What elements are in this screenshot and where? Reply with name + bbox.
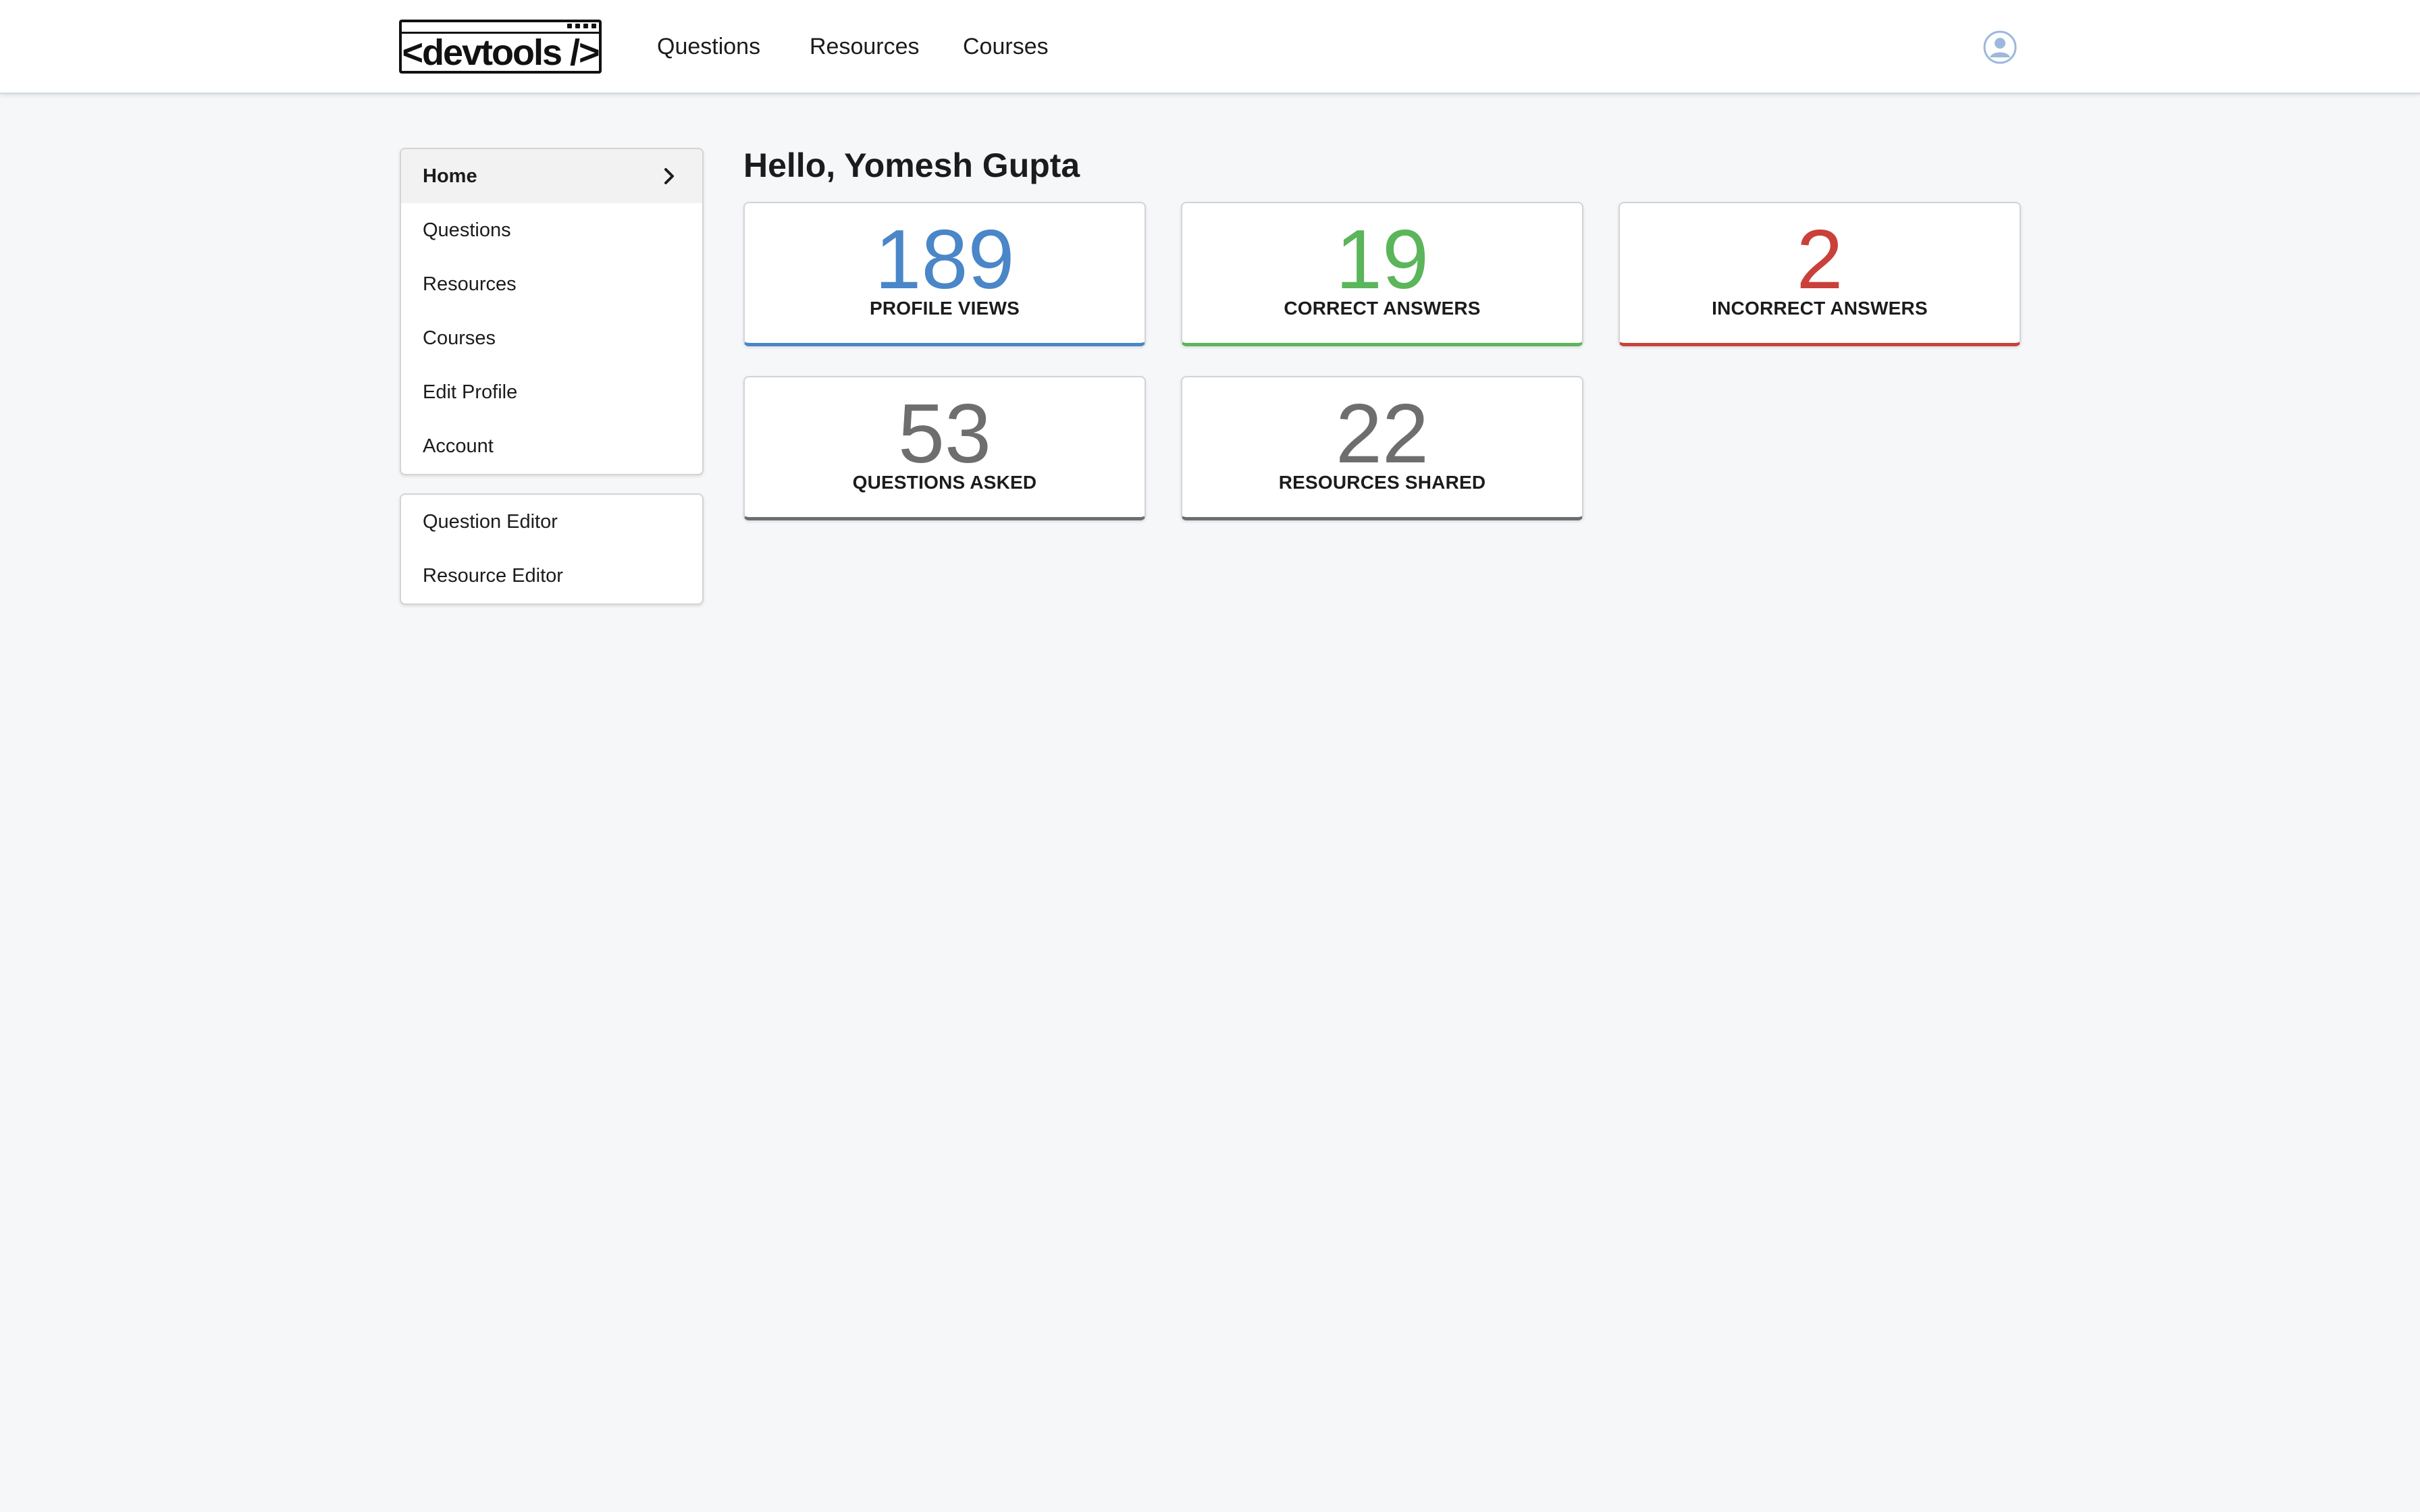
sidebar-item-label: Courses	[423, 327, 496, 349]
sidebar-item-question-editor[interactable]: Question Editor	[401, 495, 702, 549]
stat-label: INCORRECT ANSWERS	[1712, 298, 1928, 319]
sidebar-item-home[interactable]: Home	[401, 149, 702, 203]
stat-label: RESOURCES SHARED	[1278, 472, 1486, 493]
sidebar-item-courses[interactable]: Courses	[401, 311, 702, 365]
sidebar-item-questions[interactable]: Questions	[401, 203, 702, 257]
stat-value: 189	[874, 213, 1015, 306]
stat-card-resources-shared: 22 RESOURCES SHARED	[1181, 376, 1583, 520]
stat-value: 19	[1336, 213, 1429, 306]
stat-card-profile-views: 189 PROFILE VIEWS	[743, 202, 1146, 346]
stat-label: CORRECT ANSWERS	[1284, 298, 1481, 319]
logo-text: <devtools />	[402, 32, 600, 73]
stat-card-questions-asked: 53 QUESTIONS ASKED	[743, 376, 1146, 520]
page-greeting: Hello, Yomesh Gupta	[743, 146, 1080, 184]
sidebar-item-resource-editor[interactable]: Resource Editor	[401, 549, 702, 603]
sidebar-editor-menu: Question Editor Resource Editor	[400, 493, 704, 605]
nav-link-resources[interactable]: Resources	[810, 34, 920, 59]
nav-link-questions[interactable]: Questions	[657, 34, 761, 59]
stat-label: QUESTIONS ASKED	[852, 472, 1037, 493]
sidebar-item-label: Questions	[423, 219, 511, 241]
sidebar-item-label: Question Editor	[423, 510, 558, 533]
logo-window-bar	[402, 32, 599, 34]
sidebar-item-account[interactable]: Account	[401, 419, 702, 473]
sidebar-item-label: Account	[423, 435, 494, 457]
stat-label: PROFILE VIEWS	[870, 298, 1020, 319]
stat-value: 53	[898, 387, 991, 481]
stat-value: 2	[1796, 213, 1843, 306]
user-avatar-icon[interactable]	[1982, 30, 2018, 65]
nav-link-courses[interactable]: Courses	[963, 34, 1049, 59]
top-navbar: <devtools /> Questions Resources Courses	[0, 0, 2420, 94]
sidebar-item-label: Home	[423, 165, 477, 187]
sidebar-item-label: Resource Editor	[423, 564, 563, 587]
sidebar-item-resources[interactable]: Resources	[401, 257, 702, 311]
sidebar-item-edit-profile[interactable]: Edit Profile	[401, 365, 702, 419]
stat-card-correct-answers: 19 CORRECT ANSWERS	[1181, 202, 1583, 346]
sidebar-item-label: Edit Profile	[423, 381, 518, 403]
logo-window-dots	[567, 24, 596, 28]
sidebar-item-label: Resources	[423, 273, 517, 295]
stat-card-incorrect-answers: 2 INCORRECT ANSWERS	[1619, 202, 2021, 346]
sidebar-main-menu: Home Questions Resources Courses Edit Pr…	[400, 148, 704, 475]
stat-value: 22	[1336, 387, 1429, 481]
devtools-logo[interactable]: <devtools />	[399, 20, 602, 74]
chevron-right-icon	[660, 167, 678, 186]
